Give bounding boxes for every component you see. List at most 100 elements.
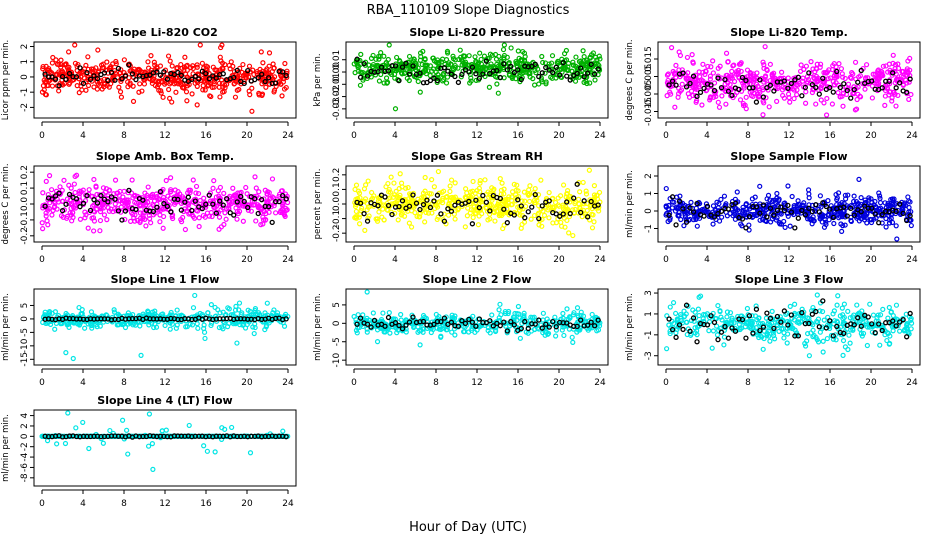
data-point — [852, 107, 859, 113]
data-point — [283, 207, 289, 214]
data-point — [905, 69, 911, 75]
data-point — [494, 81, 500, 87]
data-point-black — [199, 68, 205, 74]
data-point-black — [375, 203, 381, 209]
data-point-black — [588, 198, 594, 205]
data-point-black — [701, 85, 707, 92]
data-point — [583, 191, 590, 197]
data-point — [91, 84, 97, 90]
data-point — [464, 213, 470, 219]
data-point — [195, 325, 201, 331]
data-point-black — [399, 198, 406, 204]
data-point — [459, 203, 465, 209]
data-point — [150, 212, 157, 218]
data-point-black — [529, 204, 535, 210]
data-point — [181, 84, 187, 90]
data-point-black — [795, 74, 801, 80]
data-point — [201, 201, 207, 207]
data-point — [485, 63, 491, 69]
data-point — [221, 190, 227, 196]
data-point — [91, 176, 97, 183]
data-point-black — [736, 86, 742, 93]
data-point — [451, 211, 457, 217]
data-point-black — [385, 314, 392, 321]
data-point — [463, 186, 469, 192]
data-point-black — [399, 64, 406, 70]
data-point — [449, 329, 455, 335]
data-point — [235, 210, 241, 217]
data-point — [57, 184, 63, 190]
data-point — [169, 63, 175, 69]
data-point — [143, 223, 149, 229]
data-point-black — [483, 58, 489, 64]
data-point — [591, 192, 598, 198]
data-point — [822, 70, 829, 76]
x-tick-label: 24 — [906, 131, 918, 141]
data-point — [183, 89, 190, 95]
data-point — [403, 185, 409, 191]
x-tick-label: 16 — [824, 131, 836, 141]
data-point — [66, 49, 72, 55]
data-points — [39, 172, 291, 234]
data-point — [74, 83, 80, 89]
data-point-black — [518, 203, 524, 209]
data-point-black — [725, 206, 732, 212]
data-point — [46, 173, 53, 179]
y-tick-label: -0.005 — [644, 79, 654, 108]
data-point — [70, 199, 76, 206]
data-point — [538, 77, 545, 83]
data-point — [260, 221, 266, 227]
data-point — [475, 222, 482, 228]
data-point — [254, 69, 260, 75]
data-point-black — [259, 71, 265, 77]
data-point — [162, 322, 168, 329]
data-point — [422, 219, 428, 225]
data-point — [396, 206, 402, 212]
data-point — [104, 59, 110, 65]
data-point — [223, 216, 229, 222]
data-point — [165, 53, 172, 59]
data-point — [818, 97, 824, 103]
data-point — [351, 61, 357, 67]
data-point — [781, 335, 787, 341]
data-point-black — [476, 75, 483, 81]
data-point-black — [42, 71, 48, 77]
data-point — [459, 57, 465, 63]
data-point-black — [406, 203, 413, 209]
data-point — [527, 183, 533, 189]
data-point — [447, 188, 453, 195]
data-point — [443, 57, 450, 63]
data-point — [700, 61, 706, 67]
data-point — [450, 53, 456, 59]
data-point — [76, 304, 82, 311]
y-tick-label: -5 — [20, 328, 30, 337]
data-point — [98, 205, 104, 211]
data-point-black — [476, 316, 483, 322]
data-point — [459, 62, 465, 68]
data-point — [137, 218, 143, 224]
data-point-black — [701, 213, 707, 219]
data-point — [181, 67, 187, 73]
data-point — [546, 189, 552, 196]
data-point — [518, 225, 524, 231]
panel-title: Slope Line 1 Flow — [111, 273, 220, 286]
data-point-black — [410, 63, 416, 69]
data-point — [530, 76, 536, 82]
data-point — [706, 328, 712, 334]
data-point — [760, 346, 766, 352]
data-point — [877, 200, 884, 206]
data-point — [392, 71, 398, 77]
data-point — [862, 86, 868, 92]
data-point-black — [764, 214, 770, 220]
data-point — [817, 64, 823, 70]
x-tick-label: 20 — [241, 131, 253, 141]
data-point — [590, 50, 596, 56]
data-point — [72, 189, 78, 196]
data-point — [673, 62, 679, 68]
x-tick-label: 8 — [121, 131, 127, 141]
data-point — [883, 224, 889, 230]
data-point — [496, 307, 502, 313]
y-tick-label: 0.1 — [20, 181, 30, 195]
data-point — [259, 92, 265, 98]
